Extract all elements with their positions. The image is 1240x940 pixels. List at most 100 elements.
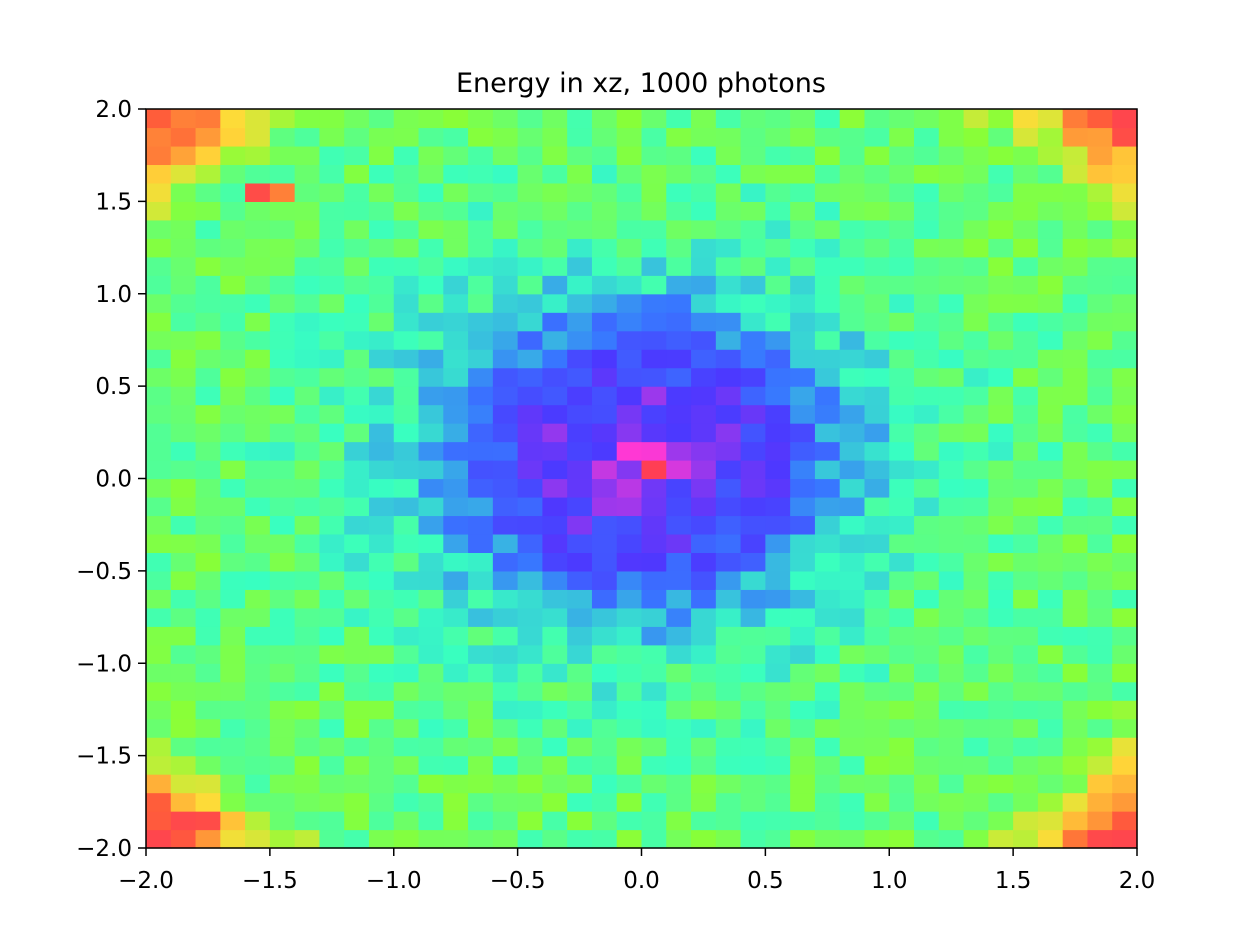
heatmap-cell [344, 829, 370, 849]
heatmap-cell [1087, 681, 1113, 701]
heatmap-cell [220, 737, 246, 757]
heatmap-cell [666, 792, 692, 812]
heatmap-cell [938, 478, 965, 498]
heatmap-cell [666, 774, 692, 794]
heatmap-cell [567, 811, 593, 831]
heatmap-cell [294, 256, 321, 276]
heatmap-cell [1087, 386, 1113, 406]
heatmap-cell [839, 829, 866, 849]
heatmap-cell [468, 145, 494, 166]
heatmap-cell [691, 663, 717, 683]
heatmap-cell [914, 681, 940, 701]
heatmap-cell [170, 478, 197, 498]
heatmap-cell [963, 145, 989, 166]
heatmap-cell [443, 737, 469, 757]
heatmap-cell [368, 589, 395, 609]
heatmap-cell [914, 330, 940, 350]
heatmap-cell [740, 349, 766, 369]
heatmap-cell [864, 737, 890, 757]
heatmap-cell [839, 330, 866, 350]
heatmap-cell [492, 404, 519, 424]
heatmap-cell [393, 386, 420, 406]
heatmap-cell [938, 792, 965, 812]
heatmap-cell [195, 145, 221, 166]
heatmap-cell [616, 330, 643, 350]
heatmap-cell [393, 478, 420, 498]
heatmap-cell [294, 829, 321, 849]
heatmap-cell [269, 275, 296, 295]
heatmap-cell [170, 607, 197, 627]
heatmap-cell [616, 367, 643, 387]
heatmap-cell [418, 182, 444, 202]
heatmap-cell [220, 681, 246, 701]
heatmap-cell [914, 460, 940, 480]
heatmap-cell [269, 349, 296, 369]
heatmap-cell [666, 201, 692, 221]
x-tick-label: 0.0 [623, 868, 660, 894]
heatmap-cell [715, 811, 742, 831]
heatmap-cell [245, 663, 271, 683]
heatmap-cell [146, 127, 172, 147]
heatmap-cell [691, 386, 717, 406]
heatmap-cell [889, 312, 915, 332]
heatmap-cell [616, 182, 643, 202]
heatmap-cell [616, 700, 643, 720]
heatmap-cell [1037, 681, 1064, 701]
heatmap-cell [170, 829, 197, 849]
heatmap-cell [567, 607, 593, 627]
heatmap-cell [765, 275, 791, 295]
heatmap-cell [517, 811, 544, 831]
heatmap-cell [691, 774, 717, 794]
heatmap-cell [938, 552, 965, 572]
heatmap-cell [963, 515, 989, 535]
heatmap-cell [988, 755, 1014, 775]
heatmap-cell [542, 127, 568, 147]
heatmap-cell [765, 755, 791, 775]
heatmap-cell [864, 626, 890, 646]
heatmap-cell [393, 737, 420, 757]
heatmap-cell [666, 404, 692, 424]
heatmap-cell [616, 626, 643, 646]
heatmap-cell [269, 109, 296, 129]
heatmap-cell [889, 256, 915, 276]
heatmap-cell [864, 681, 890, 701]
heatmap-cell [914, 293, 940, 313]
heatmap-cell [814, 792, 841, 812]
heatmap-cell [715, 718, 742, 738]
heatmap-cell [1062, 441, 1089, 461]
heatmap-cell [616, 570, 643, 590]
heatmap-cell [170, 755, 197, 775]
heatmap-cell [146, 312, 172, 332]
heatmap-cell [1112, 681, 1138, 701]
heatmap-cell [269, 774, 296, 794]
heatmap-cell [517, 238, 544, 258]
heatmap-cell [641, 478, 667, 498]
heatmap-cell [914, 515, 940, 535]
heatmap-cell [1037, 663, 1064, 683]
heatmap-cell [889, 441, 915, 461]
heatmap-cell [641, 423, 667, 443]
heatmap-cell [418, 533, 444, 553]
heatmap-cell [146, 441, 172, 461]
heatmap-cell [790, 681, 816, 701]
heatmap-cell [715, 404, 742, 424]
heatmap-cell [889, 552, 915, 572]
heatmap-cell [368, 478, 395, 498]
heatmap-cell [294, 552, 321, 572]
heatmap-cell [319, 589, 345, 609]
heatmap-cell [889, 145, 915, 166]
heatmap-cell [715, 829, 742, 849]
heatmap-cell [368, 312, 395, 332]
heatmap-cell [492, 164, 519, 184]
heatmap-cell [740, 607, 766, 627]
heatmap-cell [517, 256, 544, 276]
heatmap-cell [641, 238, 667, 258]
heatmap-cell [1087, 533, 1113, 553]
heatmap-cell [418, 201, 444, 221]
heatmap-cell [517, 312, 544, 332]
heatmap-cell [542, 552, 568, 572]
heatmap-cell [146, 404, 172, 424]
heatmap-cell [765, 552, 791, 572]
heatmap-cell [418, 718, 444, 738]
heatmap-cell [1013, 681, 1039, 701]
